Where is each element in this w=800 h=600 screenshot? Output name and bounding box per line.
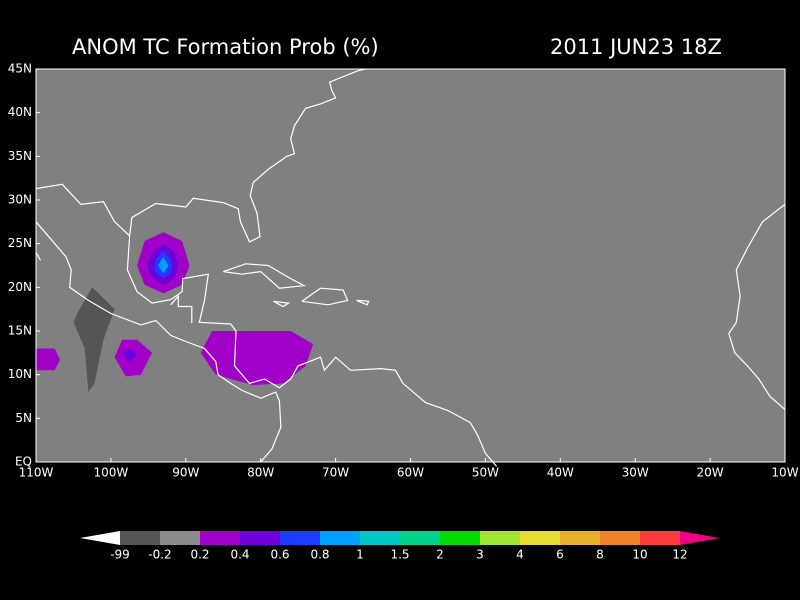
colorbar-arrow xyxy=(680,531,720,545)
colorbar-label: 1.5 xyxy=(390,548,409,562)
lat-label: 40N xyxy=(8,105,32,119)
colorbar-arrow xyxy=(80,531,120,545)
colorbar-label: 2 xyxy=(436,548,444,562)
colorbar-box xyxy=(200,531,240,545)
lon-label: 90W xyxy=(172,466,199,480)
colorbar-box xyxy=(400,531,440,545)
colorbar-box xyxy=(440,531,480,545)
lat-label: 45N xyxy=(8,62,32,76)
lat-label: 5N xyxy=(15,411,32,425)
shaded-areas xyxy=(36,232,314,393)
coastline xyxy=(35,183,131,237)
lon-label: 20W xyxy=(697,466,724,480)
colorbar-box xyxy=(280,531,320,545)
lon-label: 60W xyxy=(397,466,424,480)
coastline xyxy=(223,263,307,289)
shaded-region xyxy=(122,348,138,362)
colorbar-box xyxy=(240,531,280,545)
lat-label: 15N xyxy=(8,324,32,338)
coastline xyxy=(126,235,498,467)
lat-label: 25N xyxy=(8,236,32,250)
shaded-region xyxy=(36,348,60,371)
colorbar-label: 0.8 xyxy=(310,548,329,562)
colorbar: -99 -0.2 0.2 0.4 0.6 0.8 1 1.5 2 3 4 6 8 10 12 xyxy=(80,531,720,562)
lon-label: 110W xyxy=(19,466,54,480)
colorbar-box xyxy=(560,531,600,545)
colorbar-label: 8 xyxy=(596,548,604,562)
colorbar-label: 0.6 xyxy=(270,548,289,562)
coastline xyxy=(301,287,349,306)
lat-label: 35N xyxy=(8,149,32,163)
colorbar-label: 1 xyxy=(356,548,364,562)
coastline xyxy=(273,300,291,308)
coastlines xyxy=(35,68,786,467)
coastline xyxy=(728,203,786,411)
title: ANOM TC Formation Prob (%) xyxy=(72,35,379,59)
shaded-region xyxy=(158,256,169,274)
colorbar-box xyxy=(120,531,160,545)
colorbar-box xyxy=(160,531,200,545)
colorbar-label: 0.4 xyxy=(230,548,249,562)
colorbar-label: 3 xyxy=(476,548,484,562)
coastline xyxy=(35,252,42,261)
lon-label: 80W xyxy=(247,466,274,480)
colorbar-label: 10 xyxy=(632,548,647,562)
valid-time: 2011 JUN23 18Z xyxy=(550,35,722,59)
lon-label: 30W xyxy=(622,466,649,480)
coastline xyxy=(356,299,370,306)
lon-label: 50W xyxy=(472,466,499,480)
colorbar-box xyxy=(600,531,640,545)
colorbar-label: 4 xyxy=(516,548,524,562)
colorbar-label: 0.2 xyxy=(190,548,209,562)
colorbar-box xyxy=(320,531,360,545)
lat-label: 20N xyxy=(8,280,32,294)
coastline xyxy=(35,221,282,463)
colorbar-label: 12 xyxy=(672,548,687,562)
lat-label: EQ xyxy=(15,455,32,469)
lat-label: 30N xyxy=(8,193,32,207)
colorbar-box xyxy=(640,531,680,545)
coastline xyxy=(129,68,366,243)
colorbar-box xyxy=(360,531,400,545)
lat-label: 10N xyxy=(8,367,32,381)
colorbar-box xyxy=(480,531,520,545)
lon-label: 40W xyxy=(547,466,574,480)
shaded-region xyxy=(73,287,115,393)
colorbar-box xyxy=(520,531,560,545)
lon-label: 10W xyxy=(771,466,798,480)
colorbar-label: -0.2 xyxy=(148,548,171,562)
colorbar-label: -99 xyxy=(110,548,130,562)
colorbar-label: 6 xyxy=(556,548,564,562)
shaded-region xyxy=(200,331,314,386)
lon-label: 70W xyxy=(322,466,349,480)
lon-label: 100W xyxy=(94,466,129,480)
coastline xyxy=(170,294,193,324)
